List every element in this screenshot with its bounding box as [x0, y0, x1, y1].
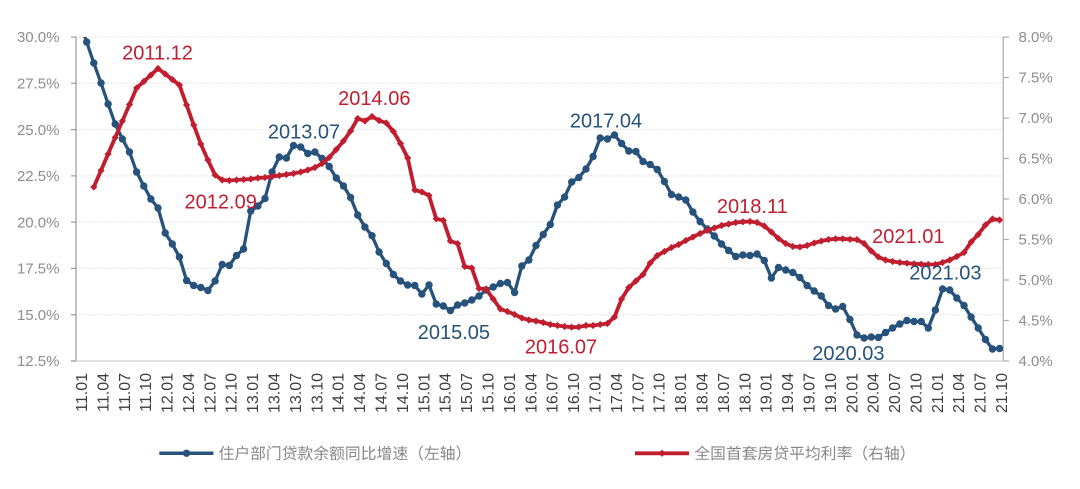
svg-text:20.01: 20.01 [844, 373, 861, 413]
svg-text:7.5%: 7.5% [1019, 70, 1053, 87]
svg-text:15.07: 15.07 [459, 373, 476, 413]
svg-text:11.04: 11.04 [95, 373, 112, 412]
svg-text:2013.07: 2013.07 [268, 121, 340, 143]
svg-text:16.10: 16.10 [566, 373, 583, 413]
svg-text:20.04: 20.04 [866, 373, 883, 413]
svg-text:17.10: 17.10 [652, 373, 669, 413]
svg-text:2017.04: 2017.04 [570, 111, 642, 133]
svg-text:25.0%: 25.0% [17, 122, 60, 139]
svg-text:19.01: 19.01 [759, 373, 776, 413]
svg-text:13.10: 13.10 [309, 373, 326, 413]
svg-text:19.07: 19.07 [802, 373, 819, 413]
svg-text:17.04: 17.04 [609, 373, 626, 413]
svg-text:17.01: 17.01 [588, 373, 605, 413]
svg-text:21.07: 21.07 [973, 373, 990, 413]
svg-text:19.10: 19.10 [823, 373, 840, 413]
svg-text:2018.11: 2018.11 [717, 196, 788, 218]
svg-text:20.10: 20.10 [908, 373, 925, 413]
svg-text:12.04: 12.04 [181, 373, 198, 413]
svg-text:12.5%: 12.5% [17, 353, 60, 370]
svg-text:13.04: 13.04 [267, 373, 284, 413]
svg-text:18.10: 18.10 [737, 373, 754, 413]
svg-text:21.04: 21.04 [951, 373, 968, 413]
svg-text:18.01: 18.01 [673, 373, 690, 413]
svg-text:22.5%: 22.5% [17, 168, 60, 185]
svg-text:15.10: 15.10 [481, 373, 498, 413]
svg-text:18.04: 18.04 [695, 373, 712, 413]
svg-text:16.07: 16.07 [545, 373, 562, 413]
svg-text:2021.01: 2021.01 [872, 226, 944, 248]
svg-text:17.07: 17.07 [630, 373, 647, 413]
svg-text:14.01: 14.01 [331, 373, 348, 413]
svg-text:11.01: 11.01 [74, 373, 91, 412]
svg-text:14.07: 14.07 [374, 373, 391, 413]
svg-text:27.5%: 27.5% [17, 76, 60, 93]
svg-text:14.10: 14.10 [395, 373, 412, 413]
svg-text:5.0%: 5.0% [1019, 272, 1053, 289]
svg-text:14.04: 14.04 [352, 373, 369, 413]
svg-text:20.07: 20.07 [887, 373, 904, 413]
svg-text:11.07: 11.07 [117, 373, 134, 412]
svg-text:15.01: 15.01 [416, 373, 433, 413]
svg-text:2020.03: 2020.03 [812, 343, 884, 365]
svg-text:30.0%: 30.0% [17, 29, 60, 46]
svg-text:6.0%: 6.0% [1019, 191, 1053, 208]
svg-text:2015.05: 2015.05 [418, 322, 490, 344]
svg-text:21.01: 21.01 [930, 373, 947, 413]
svg-text:8.0%: 8.0% [1019, 29, 1053, 46]
svg-text:21.10: 21.10 [994, 373, 1011, 413]
svg-text:20.0%: 20.0% [17, 214, 60, 231]
svg-text:2014.06: 2014.06 [338, 88, 410, 110]
svg-text:6.5%: 6.5% [1019, 151, 1053, 168]
svg-text:16.04: 16.04 [523, 373, 540, 413]
svg-text:12.10: 12.10 [224, 373, 241, 413]
svg-text:5.5%: 5.5% [1019, 232, 1053, 249]
svg-text:16.01: 16.01 [502, 373, 519, 413]
svg-text:13.01: 13.01 [245, 373, 262, 413]
svg-text:2021.03: 2021.03 [909, 263, 981, 285]
svg-text:4.5%: 4.5% [1019, 313, 1053, 330]
svg-text:18.07: 18.07 [716, 373, 733, 413]
svg-text:15.0%: 15.0% [17, 307, 60, 324]
svg-text:15.04: 15.04 [438, 373, 455, 413]
svg-text:19.04: 19.04 [780, 373, 797, 413]
svg-text:2011.12: 2011.12 [122, 42, 193, 64]
svg-text:11.10: 11.10 [138, 373, 155, 412]
svg-text:13.07: 13.07 [288, 373, 305, 413]
svg-text:4.0%: 4.0% [1019, 353, 1053, 370]
svg-text:2016.07: 2016.07 [525, 337, 597, 359]
svg-text:2012.09: 2012.09 [185, 192, 257, 214]
svg-text:12.07: 12.07 [202, 373, 219, 413]
svg-text:17.5%: 17.5% [17, 261, 60, 278]
svg-text:12.01: 12.01 [160, 373, 177, 413]
svg-text:7.0%: 7.0% [1019, 110, 1053, 127]
